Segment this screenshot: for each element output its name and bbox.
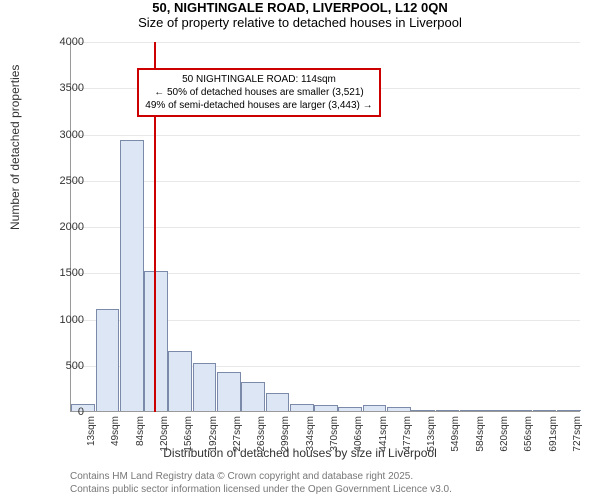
histogram-bar [484,410,508,411]
y-tick-label: 3500 [44,82,84,94]
histogram-bar [144,271,168,411]
annotation-line: 50 NIGHTINGALE ROAD: 114sqm [145,73,372,86]
x-tick-label: 334sqm [305,416,316,466]
x-tick-label: 49sqm [110,416,121,466]
x-tick-label: 156sqm [183,416,194,466]
x-tick-label: 406sqm [353,416,364,466]
annotation-line: 49% of semi-detached houses are larger (… [145,99,372,112]
histogram-bar [387,407,411,411]
histogram-bar [241,382,265,411]
histogram-bar [193,363,217,411]
x-tick-label: 13sqm [86,416,97,466]
y-tick-label: 1500 [44,267,84,279]
plot-area: 50 NIGHTINGALE ROAD: 114sqm← 50% of deta… [70,42,580,412]
x-tick-label: 691sqm [548,416,559,466]
x-tick-label: 441sqm [378,416,389,466]
x-tick-label: 620sqm [499,416,510,466]
x-tick-label: 584sqm [475,416,486,466]
annotation-line: ← 50% of detached houses are smaller (3,… [145,86,372,99]
y-tick-label: 1000 [44,314,84,326]
x-tick-label: 727sqm [572,416,583,466]
y-tick-label: 3000 [44,129,84,141]
histogram-bar [338,407,362,411]
histogram-bar [411,410,435,411]
histogram-bar [363,405,387,411]
histogram-bar [533,410,557,411]
histogram-bar [557,410,581,411]
y-tick-label: 2000 [44,221,84,233]
x-tick-label: 656sqm [523,416,534,466]
gridline [71,42,580,43]
histogram-bar [436,410,460,411]
histogram-bar [314,405,338,411]
x-tick-label: 120sqm [159,416,170,466]
annotation-box: 50 NIGHTINGALE ROAD: 114sqm← 50% of deta… [137,68,380,117]
x-tick-label: 227sqm [232,416,243,466]
footer-line-2: Contains public sector information licen… [70,483,452,496]
histogram-bar [168,351,192,411]
histogram-bar [217,372,241,411]
histogram-bar [266,393,290,412]
x-tick-label: 370sqm [329,416,340,466]
footer-line-1: Contains HM Land Registry data © Crown c… [70,470,452,483]
gridline [71,227,580,228]
histogram-bar [290,404,314,411]
histogram-bar [120,140,144,411]
chart-title: 50, NIGHTINGALE ROAD, LIVERPOOL, L12 0QN [0,0,600,15]
gridline [71,135,580,136]
y-tick-label: 0 [44,406,84,418]
histogram-bar [96,309,120,411]
histogram-bar [460,410,484,411]
x-tick-label: 192sqm [208,416,219,466]
y-tick-label: 4000 [44,36,84,48]
y-tick-label: 500 [44,360,84,372]
chart-subtitle: Size of property relative to detached ho… [0,15,600,30]
histogram-bar [508,410,532,411]
footer-attribution: Contains HM Land Registry data © Crown c… [70,470,452,496]
x-tick-label: 549sqm [450,416,461,466]
x-tick-label: 513sqm [426,416,437,466]
x-tick-label: 84sqm [135,416,146,466]
y-axis-label: Number of detached properties [8,65,22,230]
y-tick-label: 2500 [44,175,84,187]
gridline [71,181,580,182]
x-tick-label: 263sqm [256,416,267,466]
x-tick-label: 299sqm [280,416,291,466]
x-tick-label: 477sqm [402,416,413,466]
chart-area: 50 NIGHTINGALE ROAD: 114sqm← 50% of deta… [70,42,580,412]
